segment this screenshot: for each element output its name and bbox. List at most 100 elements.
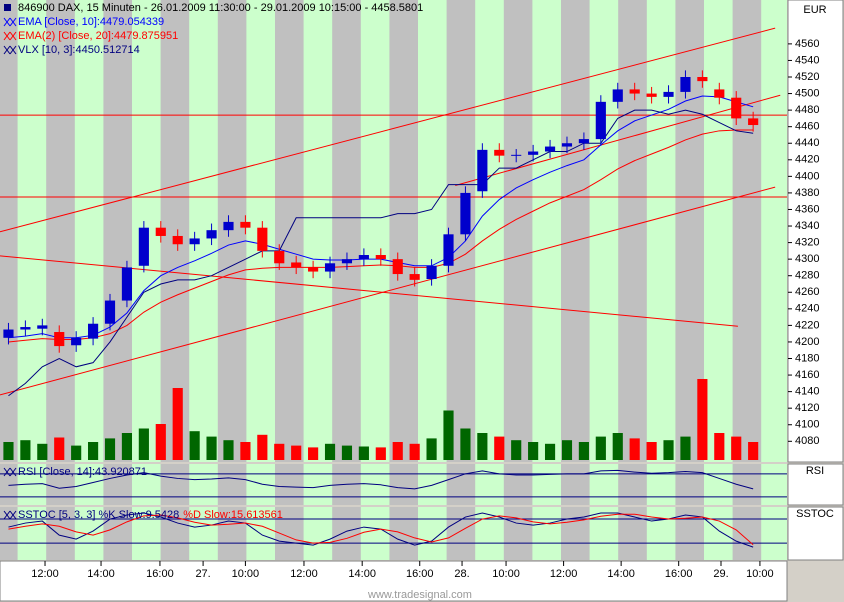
legend-icon <box>3 510 11 520</box>
y-tick-label: 4420 <box>795 154 819 166</box>
volume-bar <box>663 440 674 460</box>
chart-title: 846900 DAX, 15 Minuten - 26.01.2009 11:3… <box>18 2 423 14</box>
y-tick-label: 4240 <box>795 303 819 315</box>
candle-body <box>646 93 657 97</box>
volume-bar <box>104 438 116 460</box>
stripe <box>217 0 247 462</box>
legend-entry: RSI [Close, 14]:43.920871 <box>18 466 147 478</box>
candle-body <box>358 255 369 260</box>
stripe <box>675 507 704 560</box>
y-tick-label: 4480 <box>795 104 819 116</box>
volume-bar <box>595 436 606 460</box>
x-tick-label: 27. <box>195 568 210 580</box>
legend-icon <box>4 4 11 11</box>
candle-body <box>88 323 99 339</box>
volume-bar <box>291 445 302 460</box>
x-tick-label: 14:00 <box>607 568 635 580</box>
volume-bar <box>477 433 488 460</box>
x-tick-label: 29. <box>713 568 728 580</box>
volume-bar <box>544 443 556 460</box>
candle-body <box>71 337 82 346</box>
volume-bar <box>443 410 454 460</box>
stripe <box>561 464 590 505</box>
y-tick-label: 4300 <box>795 253 819 265</box>
volume-bar <box>138 428 149 460</box>
x-tick-label: 12:00 <box>550 568 578 580</box>
y-tick-label: 4560 <box>795 38 819 50</box>
candle-body <box>697 77 708 82</box>
candle-body <box>748 118 759 126</box>
x-tick-label: 12:00 <box>31 568 59 580</box>
panel-label: SSTOC <box>796 508 834 520</box>
y-tick-label: 4520 <box>795 71 819 83</box>
candle-body <box>37 325 48 329</box>
volume-bar <box>528 442 539 460</box>
trendline <box>0 186 776 396</box>
volume-bar <box>341 445 353 460</box>
candle-body <box>291 262 302 268</box>
candle-body <box>477 149 488 192</box>
currency-label: EUR <box>803 4 826 16</box>
legend-icon <box>9 467 17 477</box>
volume-bar <box>274 443 285 460</box>
axis-panel <box>787 506 844 561</box>
volume-bar <box>20 440 31 460</box>
volume-bar <box>88 442 99 460</box>
candle-body <box>409 274 420 280</box>
volume-bar <box>37 443 48 460</box>
x-tick-label: 14:00 <box>87 568 115 580</box>
stripe <box>618 0 647 462</box>
volume-bar <box>189 431 200 460</box>
volume-bar <box>460 428 471 460</box>
indicator-line <box>8 109 754 397</box>
stripe <box>389 464 418 505</box>
x-tick-label: 10:00 <box>492 568 520 580</box>
candle-body <box>680 77 691 92</box>
stripe <box>0 507 18 560</box>
volume-bar <box>375 447 386 460</box>
volume-bar <box>680 436 691 460</box>
y-tick-label: 4200 <box>795 336 819 348</box>
candle-body <box>731 97 742 119</box>
legend-icon <box>9 31 17 41</box>
candle-body <box>189 238 200 245</box>
candle-body <box>54 332 65 347</box>
volume-bar <box>409 443 420 460</box>
watermark: www.tradesignal.com <box>367 589 472 601</box>
y-tick-label: 4400 <box>795 170 819 182</box>
x-tick-label: 10:00 <box>232 568 260 580</box>
volume-bar <box>511 440 522 460</box>
legend-entry: SSTOC [5, 3, 3] %K Slow:9.5428 <box>18 509 179 521</box>
y-tick-label: 4180 <box>795 352 819 364</box>
x-tick-label: 16:00 <box>146 568 174 580</box>
candle-body <box>20 327 31 330</box>
volume-bar <box>308 447 319 460</box>
stripe <box>446 464 476 505</box>
trendline <box>0 27 776 233</box>
x-tick-label: 10:00 <box>746 568 774 580</box>
volume-bar <box>54 437 65 460</box>
candle-body <box>3 329 14 338</box>
candle-body <box>511 154 522 156</box>
candle-body <box>257 227 268 251</box>
volume-bar <box>155 424 166 460</box>
volume-bar <box>121 433 133 460</box>
stripe <box>46 507 75 560</box>
legend-icon <box>9 17 17 27</box>
y-tick-label: 4460 <box>795 121 819 133</box>
x-tick-label: 28. <box>454 568 469 580</box>
candle-body <box>612 89 623 102</box>
volume-bar <box>629 438 640 460</box>
candle-body <box>138 227 149 266</box>
volume-bar <box>172 388 183 460</box>
volume-bar <box>714 433 725 460</box>
time-axis <box>0 560 788 602</box>
volume-bar <box>748 442 759 460</box>
candle-body <box>629 89 640 94</box>
candle-body <box>714 89 725 98</box>
candle-body <box>308 267 319 272</box>
volume-bar <box>206 436 217 460</box>
volume-bar <box>358 446 369 460</box>
candle-body <box>240 221 251 228</box>
